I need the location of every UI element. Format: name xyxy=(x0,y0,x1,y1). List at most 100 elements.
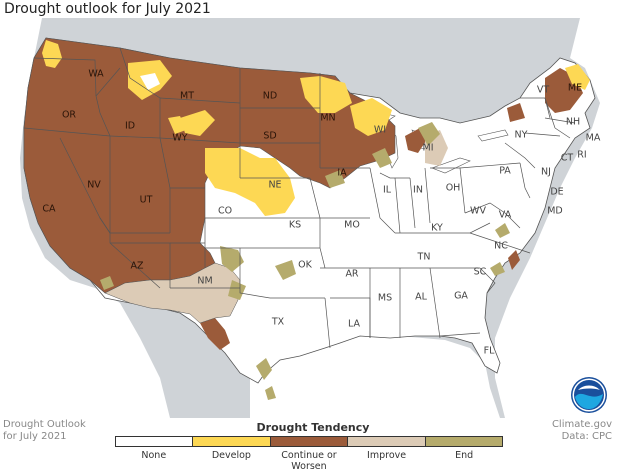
state-label-mt: MT xyxy=(180,91,194,102)
state-label-fl: FL xyxy=(484,346,495,357)
end-tx-coast xyxy=(256,358,272,380)
continue-worsen-bigbend xyxy=(200,318,230,350)
state-label-mo: MO xyxy=(344,220,360,231)
state-label-or: OR xyxy=(62,110,76,121)
legend-swatch-continue xyxy=(270,437,349,446)
lake-ontario xyxy=(477,129,509,142)
state-label-ne: NE xyxy=(268,180,281,191)
state-label-tn: TN xyxy=(417,252,431,263)
state-label-nd: ND xyxy=(263,91,277,102)
legend-labels: None Develop Continue or Worsen Improve … xyxy=(115,450,503,472)
footer-left: Drought Outlook for July 2021 xyxy=(3,419,86,443)
state-label-wv: WV xyxy=(470,206,486,217)
state-label-sc: SC xyxy=(474,267,487,278)
state-label-wa: WA xyxy=(88,69,104,80)
develop-wy xyxy=(180,110,215,136)
legend-label-improve: Improve xyxy=(367,450,407,461)
end-nm-tx xyxy=(228,280,246,300)
end-va xyxy=(495,223,510,238)
state-label-ok: OK xyxy=(298,260,312,271)
develop-me xyxy=(565,64,590,90)
state-label-ct: CT xyxy=(561,153,574,164)
footer-right: Climate.gov Data: CPC xyxy=(552,419,612,443)
state-label-de: DE xyxy=(550,187,563,198)
state-label-ma: MA xyxy=(586,133,601,144)
legend-label-end: End xyxy=(455,450,474,461)
state-label-nh: NH xyxy=(566,117,580,128)
end-mi xyxy=(418,122,440,146)
develop-wa xyxy=(42,40,62,68)
state-label-sd: SD xyxy=(263,131,276,142)
legend-swatch-develop xyxy=(193,437,271,446)
footer-left-line1: Drought Outlook xyxy=(3,419,86,430)
develop-id xyxy=(168,116,186,134)
state-label-ky: KY xyxy=(431,223,443,234)
end-ca xyxy=(100,276,114,290)
drought-map: WA OR CA ID NV MT WY UT AZ CO NM ND SD N… xyxy=(0,18,620,418)
develop-mn-wi xyxy=(350,98,392,136)
end-tx-south xyxy=(265,386,276,400)
legend-bar xyxy=(115,436,503,447)
legend-label-none: None xyxy=(141,450,167,461)
footer-left-line2: for July 2021 xyxy=(3,431,67,442)
state-label-ri: RI xyxy=(577,150,586,161)
state-label-co: CO xyxy=(218,206,232,217)
state-label-ut: UT xyxy=(140,195,153,206)
footer-right-line2: Data: CPC xyxy=(561,431,612,442)
state-label-ks: KS xyxy=(289,220,301,231)
end-sc xyxy=(490,262,505,276)
legend-swatch-improve xyxy=(348,437,426,446)
atlantic-ocean xyxy=(495,18,620,418)
state-label-oh: OH xyxy=(446,183,461,194)
state-label-md: MD xyxy=(547,206,563,217)
state-label-ny: NY xyxy=(515,130,528,141)
state-label-mn: MN xyxy=(320,113,335,124)
state-label-in: IN xyxy=(413,185,423,196)
state-labels: WA OR CA ID NV MT WY UT AZ CO NM ND SD N… xyxy=(42,69,600,357)
state-label-ar: AR xyxy=(345,269,358,280)
noaa-logo-icon xyxy=(571,377,607,413)
state-label-va: VA xyxy=(499,210,512,221)
state-label-pa: PA xyxy=(499,166,511,177)
continue-worsen-ny xyxy=(507,103,525,122)
state-label-al: AL xyxy=(415,292,427,303)
state-label-wy: WY xyxy=(172,133,187,144)
lake-erie xyxy=(431,157,471,174)
legend-label-develop: Develop xyxy=(211,450,251,461)
gulf-of-mexico xyxy=(250,336,500,418)
state-label-nm: NM xyxy=(197,276,212,287)
develop-ne-wy xyxy=(205,148,295,216)
pacific-ocean xyxy=(0,18,170,418)
develop-mt-hole xyxy=(140,73,160,90)
state-label-nv: NV xyxy=(87,180,101,191)
state-label-tx: TX xyxy=(271,317,285,328)
legend-title: Drought Tendency xyxy=(256,421,370,434)
footer-right-line1: Climate.gov xyxy=(551,419,612,430)
end-ia xyxy=(325,170,345,188)
state-label-nj: NJ xyxy=(541,167,551,178)
end-co-ks xyxy=(220,246,244,272)
legend-label-continue: Continue or Worsen xyxy=(281,450,337,472)
end-wi xyxy=(372,148,392,168)
state-label-ms: MS xyxy=(378,293,392,304)
state-borders xyxy=(23,47,576,349)
state-label-ia: IA xyxy=(337,168,347,179)
state-label-me: ME xyxy=(568,83,582,94)
state-label-ga: GA xyxy=(454,291,468,302)
state-label-ca: CA xyxy=(42,204,56,215)
state-label-id: ID xyxy=(125,121,135,132)
legend-swatch-none xyxy=(116,437,194,446)
gulf-of-california xyxy=(100,288,140,363)
develop-nd-mn xyxy=(300,76,352,113)
state-label-wi: WI xyxy=(374,125,386,136)
legend-swatch-end xyxy=(425,437,503,446)
state-label-az: AZ xyxy=(130,261,143,272)
state-label-la: LA xyxy=(348,319,361,330)
state-label-mi: MI xyxy=(423,143,434,154)
map-title: Drought outlook for July 2021 xyxy=(4,1,211,17)
end-ok xyxy=(275,260,296,280)
state-label-nc: NC xyxy=(494,241,508,252)
state-label-il: IL xyxy=(383,185,392,196)
continue-worsen-nc xyxy=(508,250,520,270)
state-label-vt: VT xyxy=(537,85,549,96)
